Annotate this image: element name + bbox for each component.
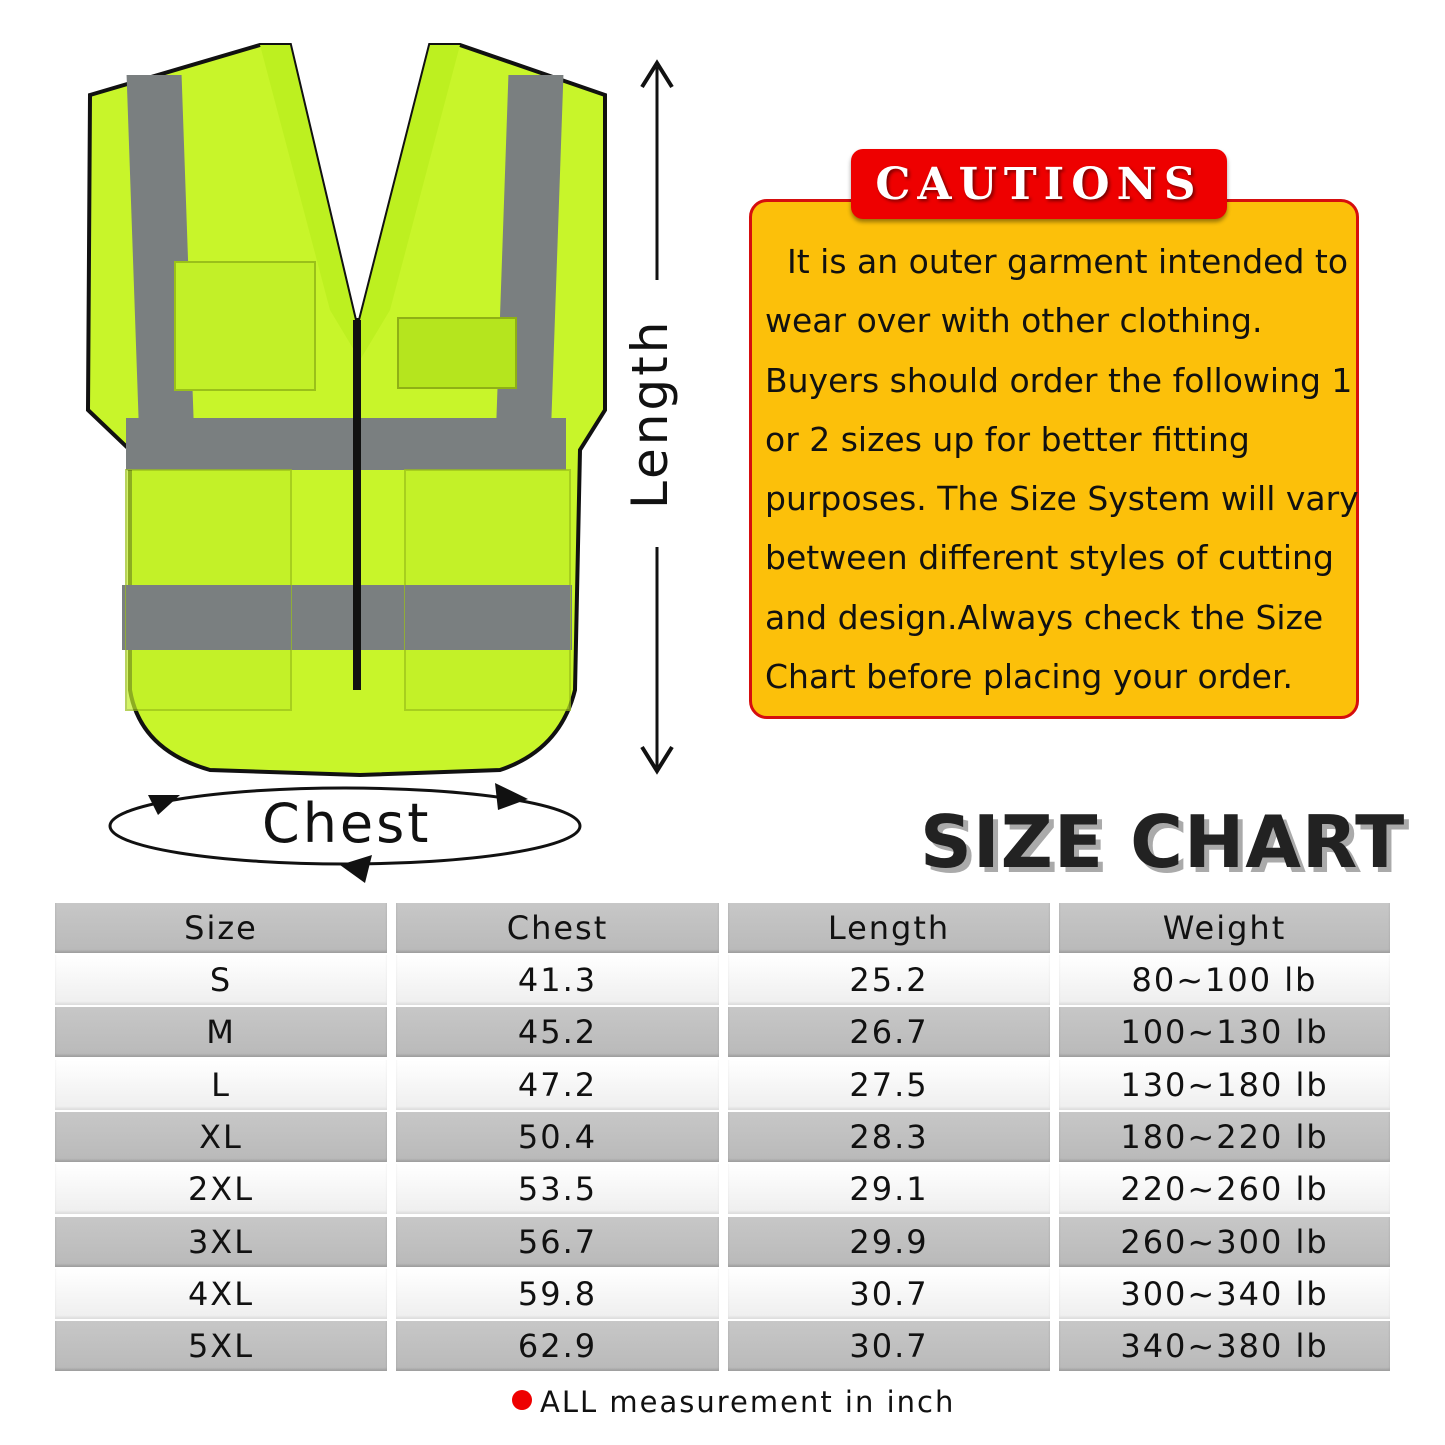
header-cell: Length (728, 903, 1050, 953)
table-cell: 45.2 (396, 1007, 719, 1058)
table-cell: 41.3 (396, 955, 719, 1005)
table-cell: 300~340 lb (1059, 1268, 1390, 1319)
cautions-line: between different styles of cutting (765, 538, 1334, 578)
table-cell: 29.1 (728, 1164, 1050, 1215)
table-cell: 53.5 (396, 1164, 719, 1215)
header-cell: Chest (396, 903, 719, 953)
table-cell: M (55, 1007, 387, 1058)
table-cell: 27.5 (728, 1059, 1050, 1110)
table-cell: L (55, 1059, 387, 1110)
table-cell: 80~100 lb (1059, 955, 1390, 1005)
measurement-note: ALL measurement in inch (512, 1385, 955, 1419)
length-arrow-icon (640, 59, 674, 775)
table-cell: 25.2 (728, 955, 1050, 1005)
cautions-line: It is an outer garment intended to (787, 242, 1349, 281)
length-label: Length (621, 318, 679, 509)
measurement-note-text: ALL measurement in inch (540, 1385, 956, 1419)
cautions-box (749, 199, 1359, 719)
table-cell: 220~260 lb (1059, 1164, 1390, 1215)
table-cell: 26.7 (728, 1007, 1050, 1058)
cautions-line: wear over with other clothing. (765, 301, 1263, 341)
table-cell: XL (55, 1111, 387, 1162)
size-chart-title: SIZE CHART (920, 800, 1406, 884)
table-cell: 62.9 (396, 1321, 719, 1372)
table-cell: 100~130 lb (1059, 1007, 1390, 1058)
table-cell: 47.2 (396, 1059, 719, 1110)
table-cell: 30.7 (728, 1268, 1050, 1319)
table-cell: 260~300 lb (1059, 1216, 1390, 1267)
cautions-title: CAUTIONS (851, 149, 1227, 219)
table-cell: 59.8 (396, 1268, 719, 1319)
table-cell: 50.4 (396, 1111, 719, 1162)
cautions-line: or 2 sizes up for better fitting (765, 419, 1250, 459)
cautions-line: Chart before placing your order. (765, 657, 1294, 697)
header-cell: Weight (1059, 903, 1390, 953)
chest-arrow-icon (108, 783, 582, 883)
cautions-line: purposes. The Size System will vary (765, 479, 1359, 519)
cautions-text: It is an outer garment intended to wear … (765, 232, 1365, 706)
table-cell: 2XL (55, 1164, 387, 1215)
table-cell: 340~380 lb (1059, 1321, 1390, 1372)
table-cell: 130~180 lb (1059, 1059, 1390, 1110)
chest-label: Chest (262, 792, 432, 855)
table-cell: S (55, 955, 387, 1005)
table-cell: 5XL (55, 1321, 387, 1372)
red-dot-icon (512, 1390, 532, 1410)
safety-vest-image (85, 43, 607, 778)
table-cell: 56.7 (396, 1216, 719, 1267)
table-cell: 30.7 (728, 1321, 1050, 1372)
header-cell: Size (55, 903, 387, 953)
table-cell: 29.9 (728, 1216, 1050, 1267)
cautions-line: Buyers should order the following 1 (765, 360, 1353, 400)
cautions-line: and design.Always check the Size (765, 597, 1324, 637)
table-cell: 3XL (55, 1216, 387, 1267)
table-cell: 4XL (55, 1268, 387, 1319)
table-cell: 28.3 (728, 1111, 1050, 1162)
table-cell: 180~220 lb (1059, 1111, 1390, 1162)
